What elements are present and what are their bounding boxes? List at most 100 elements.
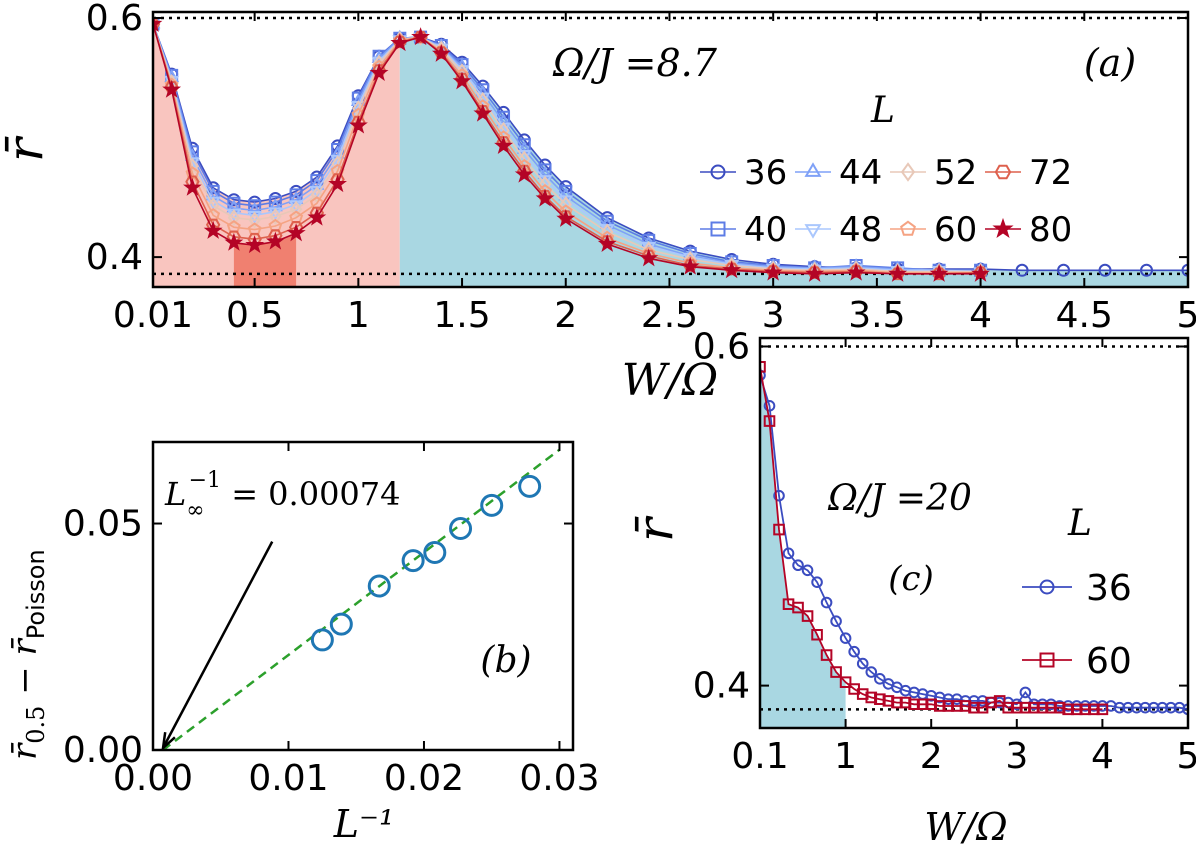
panel-a-point-L52: [310, 186, 324, 204]
panel-c-point-L60: [874, 693, 886, 705]
panel-a-shade-region: [153, 24, 400, 287]
legend-marker-L44: [804, 162, 822, 177]
panel-a-point-L80: [390, 33, 410, 52]
panel-c-xtick-label: 5: [1177, 736, 1196, 777]
panel-a-ticks: 0.01 0.5 1 1.5 2 2.5 3 3.5 4 4.5 5 0.4 0.6: [86, 0, 1196, 336]
panel-b-label: (b): [480, 640, 531, 681]
panel-c-ytick-label: 0.4: [693, 666, 750, 707]
panel-a-xtick-label: 4: [969, 295, 992, 336]
legend-label-L40: 40: [744, 210, 787, 250]
panel-c-point-L60: [848, 683, 860, 695]
panel-a-point-L80: [556, 209, 576, 227]
panel-c-xtick-label: 3: [1005, 736, 1028, 777]
panel-c-frame: [758, 336, 1190, 730]
panel-a-point-L44: [496, 113, 511, 127]
panel-a-point-L80: [328, 174, 347, 193]
panel-a-point-L80: [929, 263, 949, 282]
panel-c-point-L60: [993, 695, 1006, 707]
panel-c: 0.1 1 2 3 4 5 0.4 0.6 Ω/J =20 (c) L 36 60 W/Ω r̄: [626, 326, 1196, 849]
panel-c-point-L60: [820, 649, 833, 661]
panel-c-point-L60: [839, 676, 852, 689]
panel-b-arrow-shaft: [161, 541, 274, 749]
panel-a-point-L80: [971, 263, 990, 282]
panel-a-point-L52: [248, 211, 261, 229]
panel-c-point-L36: [1113, 701, 1126, 714]
panel-a-point-L80: [597, 234, 617, 252]
panel-c-point-L60: [760, 361, 766, 373]
panel-c-point-L60: [959, 700, 972, 712]
panel-c-legend: 36 60: [1022, 568, 1132, 682]
panel-c-xtick-label: 0.1: [731, 736, 788, 777]
panel-c-ylabel: r̄: [626, 515, 684, 542]
panel-b-frame: [151, 440, 575, 752]
panel-c-xtick-label: 1: [834, 736, 857, 777]
panel-a-xtick-label: 2.5: [641, 295, 698, 336]
panel-a-point-L36: [1140, 263, 1154, 277]
panel-b-fit-line: [162, 448, 561, 750]
panel-c-shaded-region: [760, 366, 846, 728]
panel-a-ytick-label: 0.6: [86, 0, 143, 39]
panel-b-arrow-head: [161, 731, 176, 750]
legend-marker-L80: [992, 217, 1014, 239]
panel-b-point: [401, 549, 425, 573]
panel-a-title: Ω/J =8.7: [552, 41, 718, 85]
panel-c-point-L36: [874, 673, 886, 685]
panel-a-point-L80: [805, 264, 825, 282]
panel-c-point-L36: [1156, 701, 1169, 714]
panel-a-ytick-label: 0.4: [86, 237, 143, 278]
panel-c-point-L36: [773, 489, 785, 502]
panel-c-point-L60: [1053, 701, 1066, 714]
panel-b-ytick-label: 0.05: [63, 504, 143, 545]
panel-c-point-L36: [811, 576, 823, 588]
panel-c-point-L60: [773, 523, 785, 536]
panel-c-xtick-label: 2: [920, 736, 943, 777]
legend-marker-L52: [900, 162, 916, 182]
panel-a-point-L80: [888, 263, 908, 282]
legend-label-L60: 60: [934, 210, 977, 250]
panel-c-point-L60: [985, 696, 997, 709]
panel-a-point-L80: [348, 115, 368, 134]
panel-a-xtick-label: 3: [762, 295, 785, 336]
panel-a-point-L80: [224, 232, 244, 251]
panel-c-point-L36: [1147, 701, 1160, 714]
panel-c-point-L60: [1096, 703, 1109, 716]
panel-a-point-L80: [265, 231, 285, 250]
legend-marker-L36: [710, 164, 726, 180]
panel-a-point-L80: [411, 27, 430, 46]
panel-b-ylabel: r̄0.5 − r̄Poisson: [5, 549, 50, 760]
panel-b-point: [423, 541, 447, 565]
panel-a-legend: L 36 44 52 72 40 48 60 80: [700, 90, 1072, 250]
panel-b-xtick-label: 0.00: [113, 758, 193, 799]
panel-a-xtick-label: 4.5: [1056, 295, 1113, 336]
legend-label-L60: 60: [1086, 641, 1132, 682]
panel-a-point-L80: [431, 43, 451, 62]
panel-a-point-L80: [846, 262, 866, 281]
panel-a-point-L80: [203, 220, 223, 239]
panel-c-xlabel: W/Ω: [924, 805, 1007, 849]
panel-c-ticks: 0.1 1 2 3 4 5 0.4 0.6: [693, 326, 1196, 777]
panel-c-point-L36: [782, 547, 795, 560]
panel-a-point-L80: [286, 223, 306, 242]
panel-b: 0.00 0.01 0.02 0.030.000.05 L∞−1 = 0.00074 …: [5, 440, 600, 846]
panel-b-point: [518, 474, 542, 498]
panel-a-point-L80: [369, 62, 389, 81]
panel-a-xtick-label: 2: [554, 295, 577, 336]
panel-a-point-L52: [269, 207, 282, 225]
panel-a-xtick-label: 3.5: [848, 295, 905, 336]
legend-label-L48: 48: [839, 210, 882, 250]
panel-c-point-L36: [792, 559, 804, 572]
panel-a-label: (a): [1084, 41, 1136, 85]
panel-c-point-L36: [942, 693, 955, 705]
legend-marker-L36: [1039, 579, 1055, 595]
panel-a-point-L80: [535, 188, 555, 207]
panel-b-ticks: 0.00 0.01 0.02 0.03 0.00 0.05: [63, 442, 600, 799]
panel-a-point-L80: [307, 207, 327, 226]
panel-b-point: [329, 612, 353, 636]
panel-c-point-L36: [1139, 701, 1151, 714]
panel-b-xtick-label: 0.02: [384, 758, 464, 799]
panel-a-xtick-label: 0.01: [113, 295, 193, 336]
panel-c-point-L36: [1019, 686, 1032, 699]
panel-c-point-L60: [801, 610, 814, 622]
panel-c-series: [760, 361, 1188, 716]
panel-c-point-L36: [763, 400, 776, 412]
